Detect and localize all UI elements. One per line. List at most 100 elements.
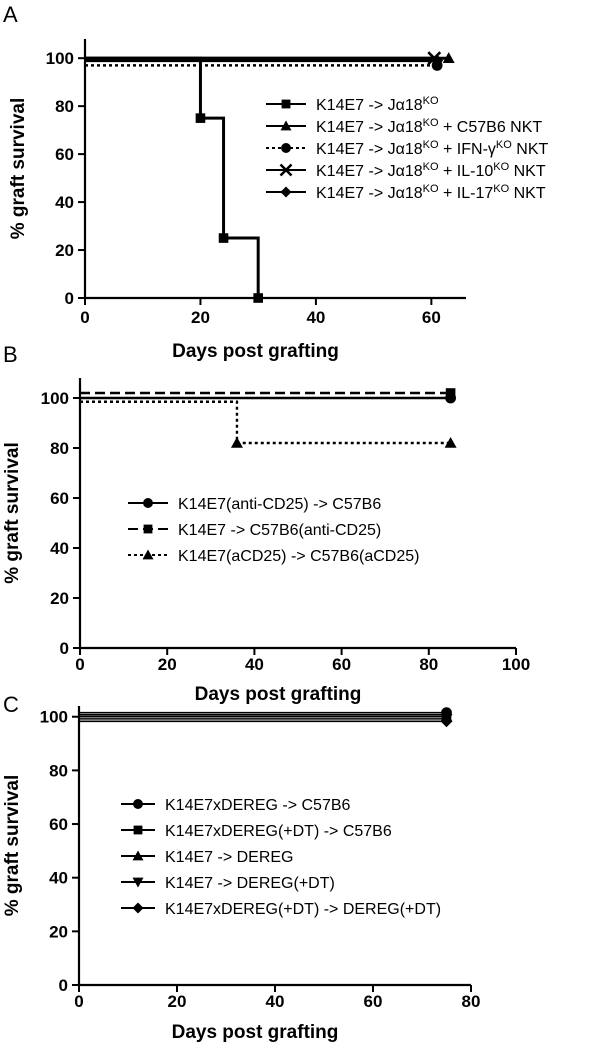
x-tick-label: 80 — [419, 655, 438, 674]
panel-letter: C — [3, 692, 19, 717]
legend-marker — [132, 850, 144, 861]
legend-label: K14E7 -> Jα18KO + IL-10KO NKT — [316, 161, 546, 180]
data-point — [444, 437, 457, 448]
series-5 — [79, 715, 453, 728]
x-tick-label: 60 — [364, 992, 383, 1011]
legend-item: K14E7(aCD25) -> C57B6(aCD25) — [128, 548, 419, 565]
y-tick-label: 60 — [55, 145, 74, 164]
legend-item: K14E7xDEREG -> C57B6 — [121, 797, 351, 814]
legend-label: K14E7 -> Jα18KO — [316, 95, 439, 114]
legend-label: K14E7(anti-CD25) -> C57B6 — [178, 496, 381, 513]
x-tick-label: 20 — [158, 655, 177, 674]
x-tick-label: 40 — [266, 992, 285, 1011]
y-tick-label: 100 — [41, 389, 69, 408]
series-3 — [80, 400, 457, 448]
legend-label: K14E7 -> DEREG(+DT) — [165, 875, 335, 892]
y-tick-label: 80 — [50, 439, 69, 458]
panel-a: A 0 20 40 60 80 100 0 20 40 60 Days post grafting % … — [3, 2, 548, 362]
series-5 — [85, 54, 444, 67]
legend: K14E7 -> Jα18KO K14E7 -> Jα18KO + C57B6 N… — [266, 95, 548, 202]
y-tick-label: 0 — [59, 976, 68, 995]
legend-item: K14E7xDEREG(+DT) -> C57B6 — [121, 823, 392, 840]
legend-marker — [132, 877, 144, 888]
series-line — [85, 56, 260, 298]
legend-item: K14E7 -> DEREG — [121, 849, 294, 866]
legend-marker — [143, 498, 153, 508]
legend-label: K14E7 -> DEREG — [165, 849, 294, 866]
series-4 — [85, 51, 442, 66]
y-tick-label: 80 — [49, 761, 68, 780]
x-tick-label: 20 — [168, 992, 187, 1011]
y-tick-label: 0 — [60, 639, 69, 658]
legend-label: K14E7xDEREG -> C57B6 — [165, 797, 351, 814]
x-tick-label: 0 — [74, 992, 83, 1011]
legend-marker — [142, 549, 154, 560]
legend-marker — [279, 163, 293, 177]
data-point — [195, 113, 206, 123]
x-tick-label: 40 — [306, 308, 325, 327]
y-tick-label: 100 — [46, 49, 74, 68]
panel-c: C 0 20 40 60 80 100 0 20 40 60 80 Days post grafting… — [2, 692, 480, 1043]
x-tick-label: 0 — [75, 655, 84, 674]
data-point — [442, 52, 455, 63]
legend-item: K14E7 -> Jα18KO — [266, 95, 439, 114]
legend-marker — [133, 825, 143, 835]
y-axis-title: % graft survival — [8, 98, 29, 240]
x-tick-label: 20 — [191, 308, 210, 327]
legend-marker — [132, 902, 144, 914]
series-line — [80, 400, 451, 445]
legend-item: K14E7 -> Jα18KO + IL-17KO NKT — [266, 183, 546, 202]
y-tick-label: 100 — [40, 708, 68, 727]
x-axis-title: Days post grafting — [195, 684, 362, 705]
legend-item: K14E7 -> C57B6(anti-CD25) — [128, 522, 381, 539]
y-tick-label: 20 — [49, 922, 68, 941]
x-axis-title: Days post grafting — [172, 341, 339, 362]
legend-marker — [143, 524, 153, 534]
y-tick-label: 40 — [50, 539, 69, 558]
legend-label: K14E7 -> C57B6(anti-CD25) — [178, 522, 381, 539]
legend-item: K14E7 -> Jα18KO + IL-10KO NKT — [266, 161, 546, 180]
y-tick-label: 20 — [50, 589, 69, 608]
legend: K14E7xDEREG -> C57B6 K14E7xDEREG(+DT) -> … — [121, 797, 441, 918]
series-1 — [85, 56, 263, 303]
x-axis-title: Days post grafting — [172, 1022, 339, 1043]
y-axis-title: % graft survival — [2, 775, 23, 917]
data-point — [431, 54, 444, 67]
x-tick-label: 100 — [502, 655, 530, 674]
y-tick-label: 20 — [55, 241, 74, 260]
legend-marker — [281, 143, 291, 153]
legend-label: K14E7 -> Jα18KO + C57B6 NKT — [316, 117, 542, 136]
panel-b: B 0 20 40 60 80 100 0 20 40 60 80 100 Days post graft… — [2, 342, 530, 705]
legend-item: K14E7 -> Jα18KO + C57B6 NKT — [266, 117, 542, 136]
y-tick-label: 0 — [65, 289, 74, 308]
panel-letter: B — [3, 342, 18, 367]
legend-marker — [133, 799, 143, 809]
legend: K14E7(anti-CD25) -> C57B6 K14E7 -> C57B6(… — [128, 496, 419, 565]
series-4 — [79, 714, 453, 725]
legend-item: K14E7xDEREG(+DT) -> DEREG(+DT) — [121, 901, 441, 918]
data-point — [445, 388, 456, 398]
legend-item: K14E7(anti-CD25) -> C57B6 — [128, 496, 381, 513]
y-tick-label: 60 — [49, 815, 68, 834]
x-tick-label: 0 — [80, 308, 89, 327]
y-tick-label: 40 — [49, 869, 68, 888]
legend-label: K14E7(aCD25) -> C57B6(aCD25) — [178, 548, 419, 565]
x-tick-label: 60 — [422, 308, 441, 327]
series-2 — [80, 388, 456, 398]
legend-label: K14E7 -> Jα18KO + IL-17KO NKT — [316, 183, 546, 202]
legend-marker — [281, 99, 291, 109]
data-point — [440, 715, 453, 728]
y-axis-title: % graft survival — [2, 442, 23, 584]
y-tick-label: 40 — [55, 193, 74, 212]
legend-label: K14E7 -> Jα18KO + IFN-γKO NKT — [316, 139, 548, 158]
x-tick-label: 60 — [332, 655, 351, 674]
panel-letter: A — [3, 2, 18, 27]
y-tick-label: 80 — [55, 97, 74, 116]
data-point — [218, 233, 229, 243]
x-tick-label: 40 — [245, 655, 264, 674]
legend-marker — [280, 186, 292, 198]
legend-marker — [280, 120, 292, 131]
legend-item: K14E7 -> DEREG(+DT) — [121, 875, 335, 892]
legend-item: K14E7 -> Jα18KO + IFN-γKO NKT — [266, 139, 548, 158]
